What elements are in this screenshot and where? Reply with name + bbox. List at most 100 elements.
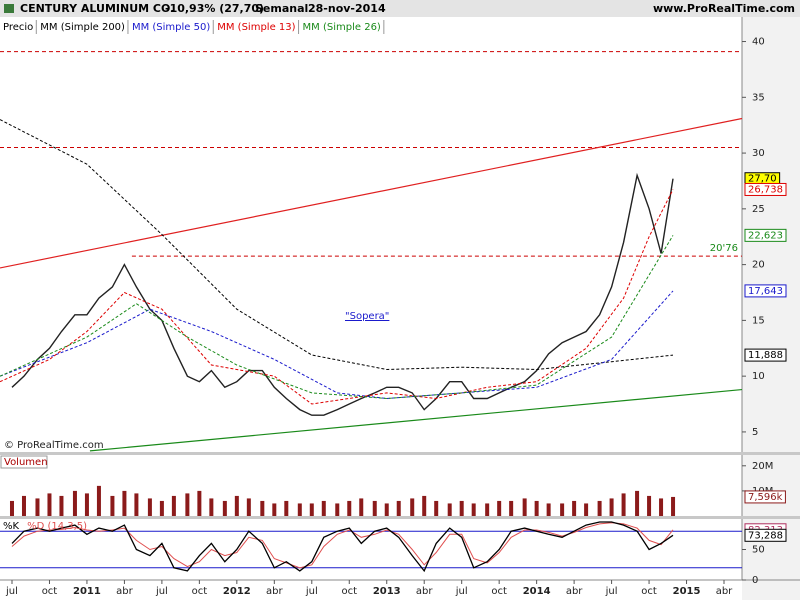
volume-bar: [234, 495, 239, 516]
x-tick-label: 2011: [73, 586, 101, 597]
legend-entry: MM (Simple 26): [303, 22, 381, 33]
last-value-label: 73,288: [748, 530, 783, 541]
volume-bar: [335, 503, 340, 516]
legend-entry: MM (Simple 13): [217, 22, 295, 33]
last-value-label-box: [744, 348, 787, 362]
volume-bar: [297, 503, 302, 516]
volume-bar: [485, 503, 490, 516]
volume-bar: [110, 495, 115, 516]
volume-bar: [134, 493, 139, 516]
x-tick-label: oct: [192, 586, 208, 597]
date: 28-nov-2014: [308, 2, 386, 15]
oscillator-line: [11, 521, 674, 573]
x-tick-label: 2014: [523, 586, 551, 597]
y-tick-label: 20M: [752, 461, 773, 472]
last-value-label-box: [744, 284, 787, 298]
volume-bar: [497, 500, 502, 516]
legend-entry: MM (Simple 50): [132, 22, 210, 33]
copyright: © ProRealTime.com: [4, 440, 104, 451]
y-tick-label: 5: [752, 427, 758, 438]
icon: [4, 4, 14, 13]
y-tick-label: 40: [752, 37, 765, 48]
last-value-label: 11,888: [748, 350, 783, 361]
volume-bar: [447, 503, 452, 516]
legend-entry: MM (Simple 200): [40, 22, 125, 33]
volume-bar: [185, 493, 190, 516]
y-tick-label: 20: [752, 260, 765, 271]
legend-entry: %D (14,3,5): [27, 521, 87, 532]
volume-bar: [434, 500, 439, 516]
volume-bar: [410, 498, 415, 516]
site: www.ProRealTime.com: [653, 2, 795, 15]
y-tick-label: 0: [752, 575, 758, 586]
volume-bar: [534, 500, 539, 516]
x-tick-label: oct: [641, 586, 657, 597]
y-tick-label: 50: [752, 545, 765, 556]
last-value-label-box: [744, 528, 787, 542]
volume-bar: [359, 498, 364, 516]
volume-bar: [372, 500, 377, 516]
volume-bar: [471, 503, 476, 516]
last-value-label-box: [744, 228, 787, 242]
volume-bar: [35, 498, 40, 516]
level-label: 20'76: [710, 243, 738, 254]
volume-bar: [284, 500, 289, 516]
volume-bar: [197, 490, 202, 516]
volume-bar: [72, 490, 77, 516]
volume-bar: [159, 500, 164, 516]
volume-bar: [621, 493, 626, 516]
x-tick-label: 2012: [223, 586, 251, 597]
x-tick-label: jul: [305, 586, 318, 597]
panel-title: Volumen: [4, 457, 48, 468]
x-tick-label: oct: [42, 586, 58, 597]
moving-average: [0, 235, 674, 400]
x-tick-label: jul: [5, 586, 18, 597]
x-tick-label: jul: [455, 586, 468, 597]
volume-bar: [422, 495, 427, 516]
y-tick-label: 10: [752, 371, 765, 382]
volume-bar: [209, 498, 214, 516]
volume-bar: [560, 503, 565, 516]
volume-bar: [347, 500, 352, 516]
volume-bar: [546, 503, 551, 516]
trendline: [89, 388, 743, 452]
x-tick-label: abr: [416, 586, 433, 597]
panel-title-box: [0, 455, 48, 469]
volume-bar: [659, 498, 664, 516]
header-bar: [0, 0, 800, 17]
change: -10,93% (27,70): [165, 2, 264, 15]
last-value-label: 17,643: [748, 286, 783, 297]
volume-bar: [459, 500, 464, 516]
last-value-label-box: [744, 490, 786, 504]
x-tick-label: oct: [491, 586, 507, 597]
right-axis-area: [742, 17, 800, 600]
volume-bar: [321, 500, 326, 516]
volume-bar: [647, 495, 652, 516]
x-tick-label: 2015: [673, 586, 701, 597]
x-tick-label: abr: [716, 586, 733, 597]
volume-bar: [21, 495, 26, 516]
volume-bar: [572, 500, 577, 516]
x-tick-label: jul: [605, 586, 618, 597]
volume-bar: [59, 495, 64, 516]
x-tick-label: abr: [566, 586, 583, 597]
period: Semanal: [255, 2, 308, 15]
volume-bar: [384, 503, 389, 516]
volume-bar: [246, 498, 251, 516]
x-tick-label: abr: [266, 586, 283, 597]
y-tick-label: 30: [752, 148, 765, 159]
annotation: "Sopera": [345, 311, 389, 322]
volume-bar: [509, 500, 514, 516]
x-tick-label: abr: [116, 586, 133, 597]
moving-average: [0, 119, 674, 371]
y-tick-label: 35: [752, 92, 765, 103]
moving-average: [0, 290, 674, 400]
price-line: [11, 172, 674, 416]
trendline: [0, 117, 743, 269]
symbol: CENTURY ALUMINUM CO.: [20, 2, 174, 15]
volume-bar: [84, 493, 89, 516]
volume-bar: [396, 500, 401, 516]
volume-bar: [671, 496, 676, 516]
